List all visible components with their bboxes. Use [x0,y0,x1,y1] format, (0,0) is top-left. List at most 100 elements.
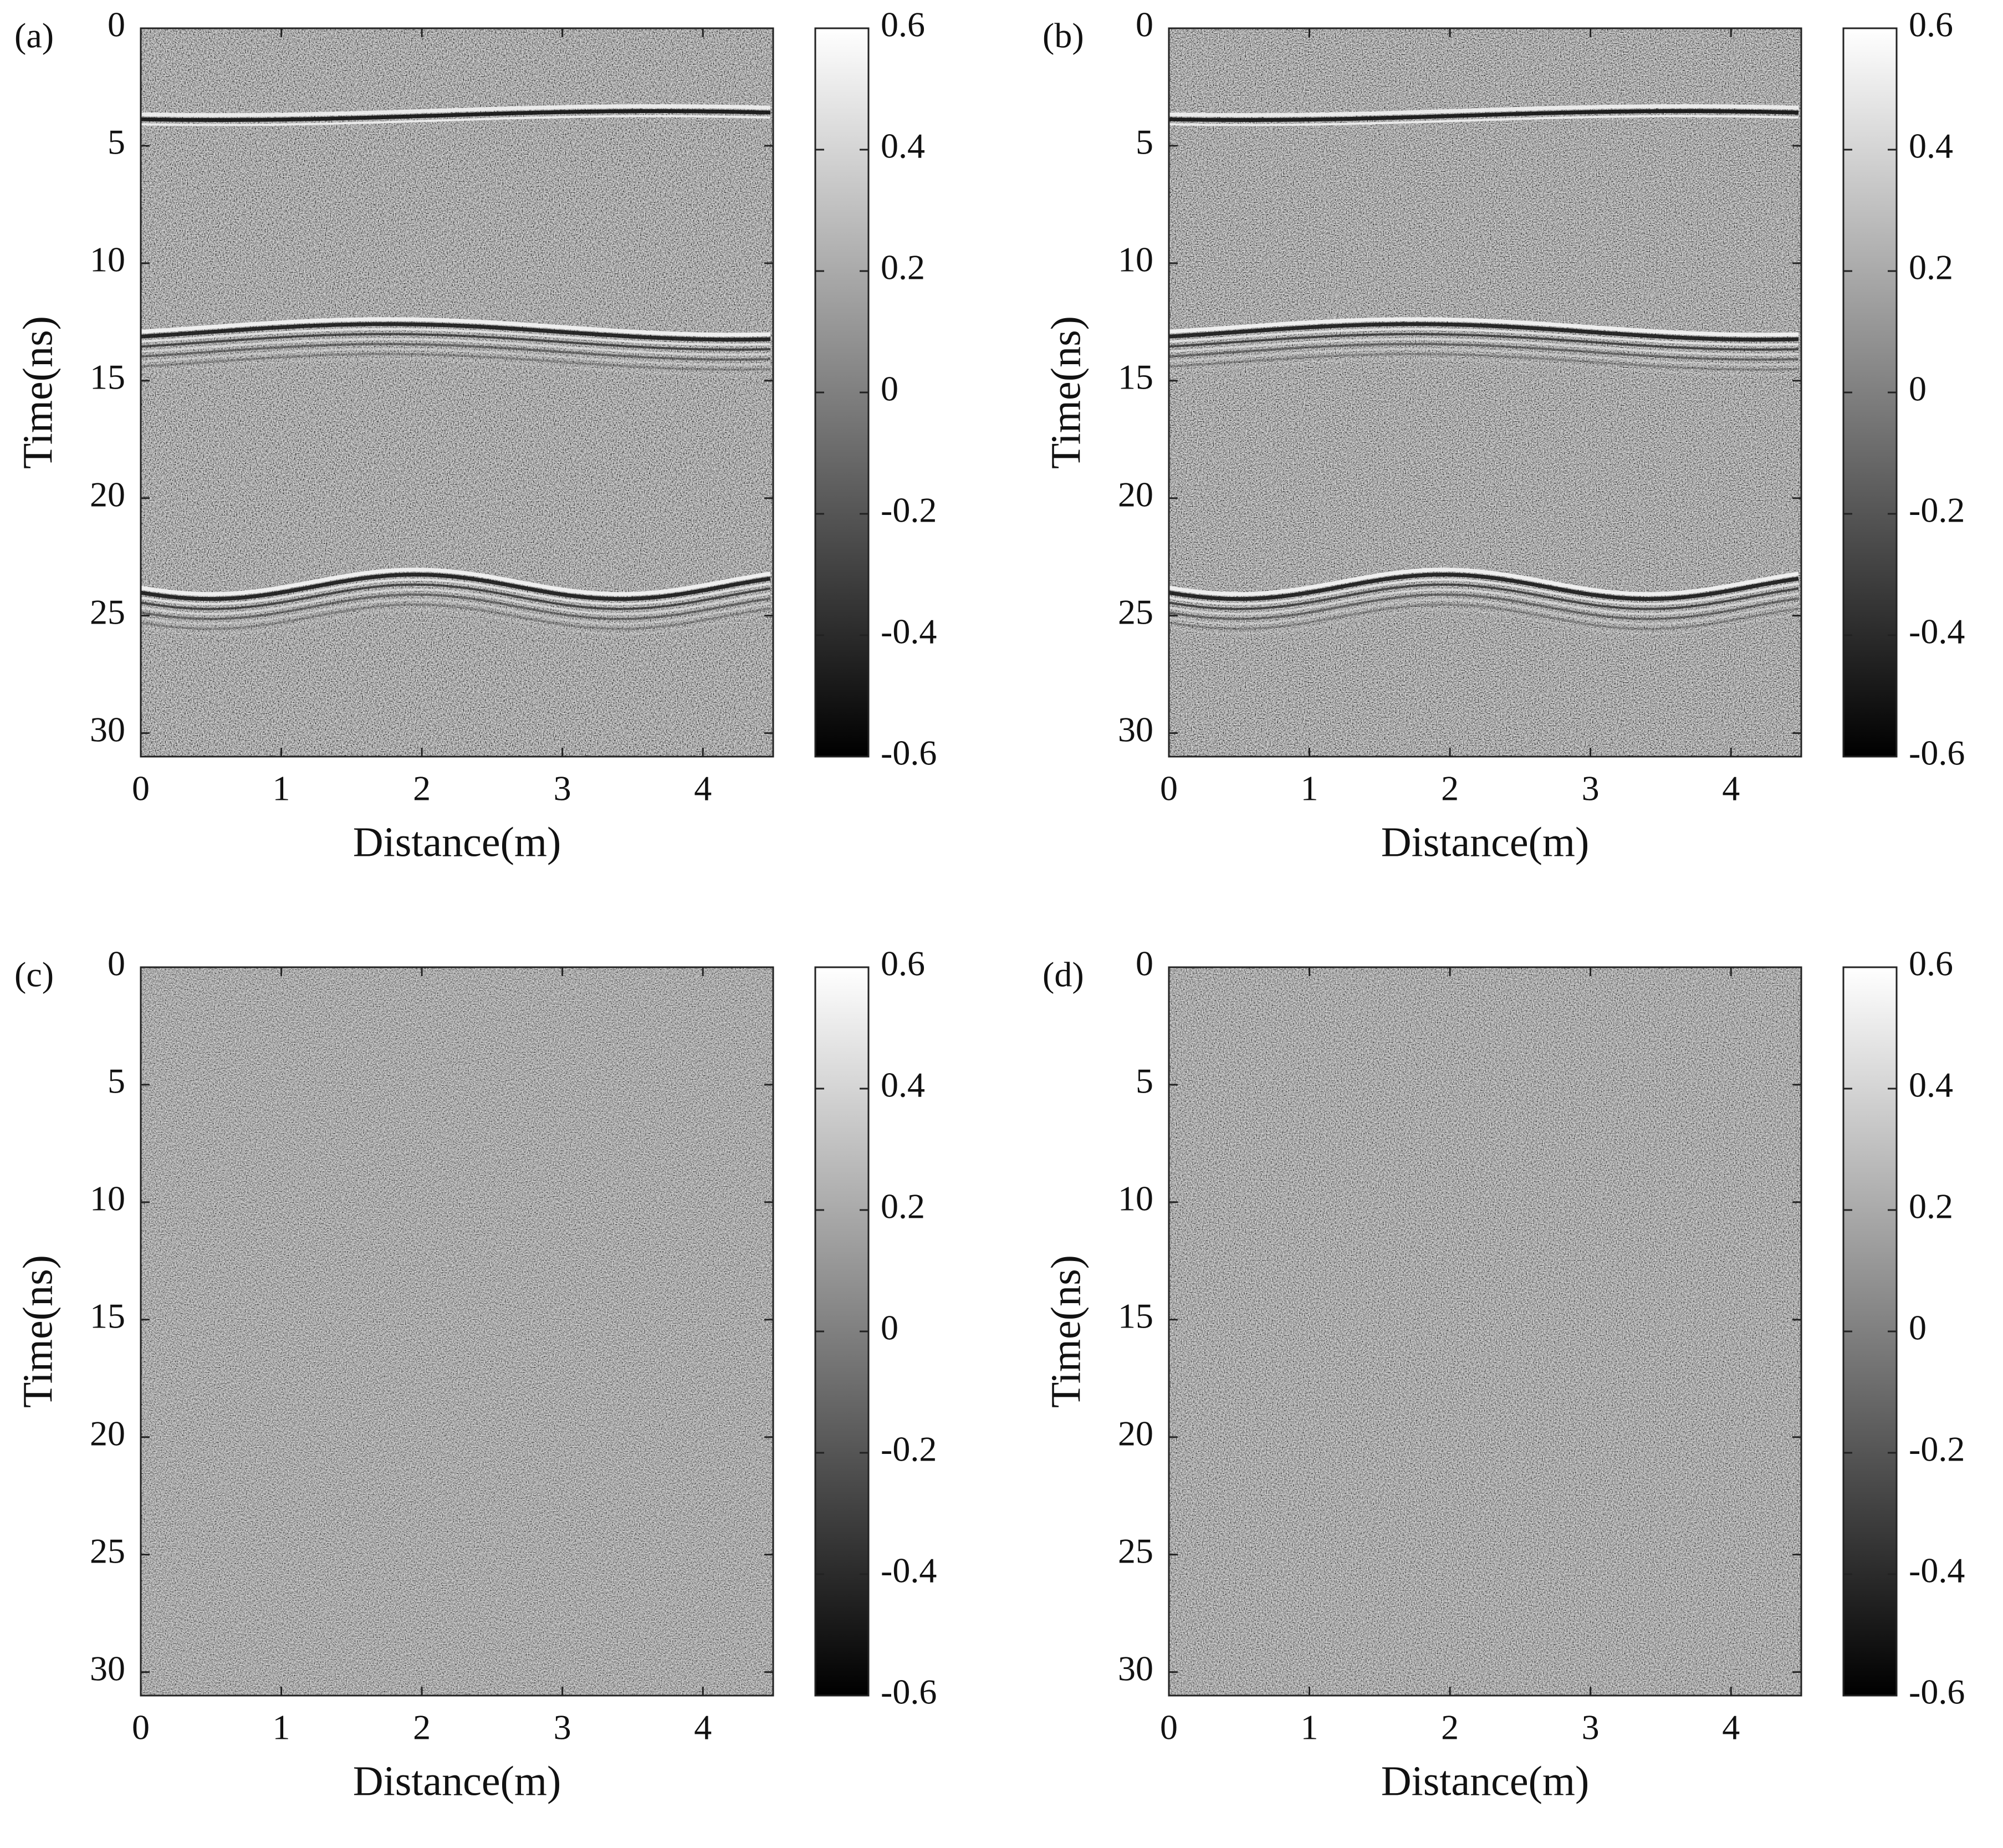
radargram [141,28,773,757]
colorbar-tick-label: -0.6 [881,733,937,773]
reflector [1169,588,1799,615]
y-tick-label: 15 [90,1296,125,1335]
colorbar-tick-label: -0.4 [881,612,937,651]
y-tick-label: 5 [1136,122,1153,162]
y-tick-label: 0 [108,5,125,44]
reflector [1169,322,1799,342]
y-tick-label: 0 [1136,5,1153,44]
x-tick-label: 0 [1160,1708,1178,1747]
reflector [1169,578,1799,605]
x-tick-label: 4 [1722,1708,1740,1747]
colorbar-tick-label: 0.2 [881,1187,925,1226]
x-axis-label: Distance(m) [1381,819,1590,865]
reflector [1169,317,1799,337]
y-tick-label: 25 [1118,592,1153,631]
reflector [1169,333,1799,351]
y-tick-label: 0 [1136,944,1153,983]
reflector [141,608,771,635]
axes-box [140,27,774,758]
reflector [141,322,771,342]
colorbar-tick-label: 0 [881,1308,898,1347]
x-tick-label: 1 [273,769,290,808]
reflector [1169,348,1799,366]
reflector [1169,343,1799,361]
y-tick-label: 30 [90,1648,125,1688]
colorbar-tick-label: -0.6 [1909,733,1965,773]
colorbar-tick-label: 0.2 [1909,248,1953,287]
reflector [1169,353,1799,371]
reflector [141,115,771,126]
axes-box [140,966,774,1697]
reflector [1169,583,1799,610]
colorbar-tick-label: -0.4 [881,1551,937,1590]
y-tick-label: 20 [1118,1413,1153,1453]
y-axis-label: Time(ns) [1043,316,1089,469]
reflector [141,583,771,610]
reflector [1169,593,1799,620]
colorbar-tick-label: -0.2 [1909,491,1965,530]
x-tick-label: 3 [554,769,571,808]
x-tick-label: 3 [1582,1708,1600,1747]
radargram-noise [1169,28,1801,757]
y-tick-label: 25 [90,592,125,631]
colorbar-tick-label: -0.6 [1909,1672,1965,1712]
reflector [141,109,771,122]
y-axis-label: Time(ns) [1043,1255,1089,1408]
x-tick-label: 0 [132,1708,150,1747]
reflector [1169,328,1799,346]
colorbar-tick-label: 0.2 [881,248,925,287]
colorbar-tick-label: 0.4 [881,126,925,166]
y-tick-label: 20 [90,474,125,514]
colorbar-tick-label: -0.2 [1909,1430,1965,1469]
reflector [1169,603,1799,630]
reflector [1169,568,1799,596]
reflector [141,328,771,346]
axes-box [1168,966,1802,1697]
reflector [1169,598,1799,625]
colorbar-tick-label: -0.4 [1909,612,1965,651]
y-tick-label: 25 [1118,1531,1153,1570]
axes-box [1168,27,1802,758]
y-tick-label: 20 [1118,474,1153,514]
reflector [141,578,771,605]
colorbar-tick-label: 0.6 [1909,944,1953,983]
colorbar-tick-label: -0.2 [881,491,937,530]
reflector [141,317,771,337]
x-tick-label: 2 [413,769,431,808]
reflector [141,348,771,366]
x-tick-label: 2 [413,1708,431,1747]
y-tick-label: 15 [90,357,125,396]
x-axis-label: Distance(m) [353,819,561,865]
reflector [1169,338,1799,356]
x-tick-label: 0 [1160,769,1178,808]
panel-label: (c) [14,955,54,994]
y-tick-label: 10 [90,1179,125,1218]
panel-label: (b) [1043,16,1084,55]
colorbar-tick-label: 0.4 [1909,126,1953,166]
colorbar-tick-label: -0.2 [881,1430,937,1469]
reflector [1169,104,1799,117]
panel-label: (d) [1043,955,1084,994]
x-tick-label: 2 [1441,769,1459,808]
reflector [1169,115,1799,126]
panel-label: (a) [14,16,54,55]
reflector [1169,358,1799,376]
colorbar-tick-label: 0.2 [1909,1187,1953,1226]
x-axis-label: Distance(m) [353,1758,561,1804]
colorbar-tick-label: 0.6 [1909,5,1953,44]
x-tick-label: 1 [1301,1708,1319,1747]
x-tick-label: 3 [554,1708,571,1747]
y-axis-label: Time(ns) [14,1255,61,1408]
y-tick-label: 30 [90,709,125,749]
reflector [141,353,771,371]
y-tick-label: 0 [108,944,125,983]
reflector [141,358,771,376]
reflector [141,598,771,625]
reflector [1169,573,1799,601]
